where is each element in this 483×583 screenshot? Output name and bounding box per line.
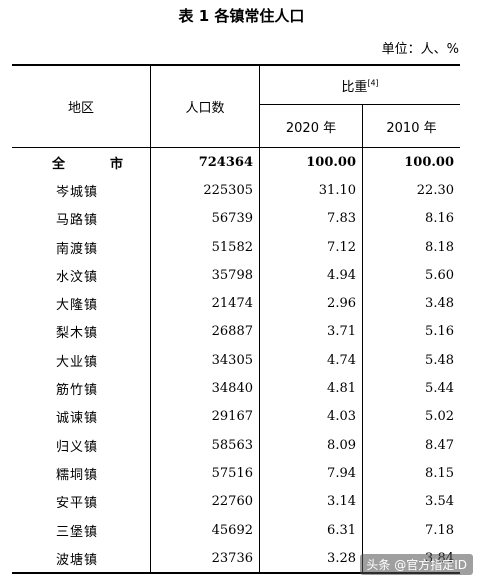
- ratio-2020-cell: 7.94: [259, 459, 363, 488]
- region-cell: 南渡镇: [12, 232, 151, 262]
- population-cell: 225305: [150, 176, 260, 205]
- ratio-2010-cell: 8.18: [425, 239, 454, 255]
- ratio-2010-cell: 5.60: [425, 267, 454, 283]
- table-row: 梨木镇 26887 3.71 5.16: [12, 317, 460, 347]
- region-header: 地区: [12, 65, 151, 148]
- region-cell: 大业镇: [12, 346, 151, 375]
- region-cell: 诚谏镇: [12, 402, 151, 431]
- ratio-header: 比重[4]: [259, 65, 460, 105]
- ratio-footnote: [4]: [367, 78, 379, 88]
- region-cell: 归义镇: [12, 430, 151, 460]
- table-row: 安平镇 22760 3.14 3.54: [12, 487, 460, 516]
- ratio-2020-cell: 3.28: [259, 544, 363, 574]
- ratio-2010-cell: 8.47: [425, 437, 454, 453]
- population-cell: 57516: [150, 459, 260, 488]
- ratio-2020-cell: 3.14: [259, 487, 363, 516]
- region-cell: 筋竹镇: [12, 374, 151, 403]
- region-cell: 全 市: [12, 147, 151, 177]
- unit-label: 单位：人、%: [381, 42, 459, 57]
- ratio-2020-cell: 31.10: [259, 176, 363, 205]
- table-row: 糯垌镇 57516 7.94 8.15: [12, 459, 460, 488]
- ratio-2020-cell: 4.81: [259, 374, 363, 403]
- population-cell: 34840: [150, 374, 260, 403]
- ratio-2010-cell: 8.15: [425, 465, 454, 481]
- population-cell: 56739: [150, 204, 260, 233]
- ratio-2010-cell: 8.16: [425, 211, 454, 227]
- ratio-2010-cell: 3.54: [425, 494, 454, 510]
- ratio-2020-cell: 6.31: [259, 515, 363, 545]
- ratio-2010-cell: 22.30: [416, 182, 454, 198]
- region-cell: 大隆镇: [12, 289, 151, 318]
- region-cell: 波塘镇: [12, 544, 151, 574]
- ratio-2020-cell: 4.03: [259, 402, 363, 431]
- ratio-2020-cell: 7.12: [259, 232, 363, 262]
- population-cell: 21474: [150, 289, 260, 318]
- table-row: 大业镇 34305 4.74 5.48: [12, 346, 460, 375]
- region-cell: 三堡镇: [12, 515, 151, 545]
- ratio-2010-cell: 100.00: [362, 147, 460, 177]
- ratio-2020-cell: 7.83: [259, 204, 363, 233]
- population-cell: 51582: [150, 232, 260, 262]
- year-2020-header: 2020 年: [259, 104, 363, 148]
- region-cell: 岑城镇: [12, 176, 151, 205]
- table-row: 诚谏镇 29167 4.03 5.02: [12, 402, 460, 431]
- population-cell: 34305: [150, 346, 260, 375]
- ratio-header-label: 比重: [341, 79, 368, 95]
- region-cell: 糯垌镇: [12, 459, 151, 488]
- table-row: 三堡镇 45692 6.31 7.18: [12, 515, 460, 545]
- ratio-2010-cell: 5.48: [425, 352, 454, 368]
- region-cell: 梨木镇: [12, 317, 151, 347]
- table-body: 全 市 724364 100.00 100.00 岑城镇 225305 31.10 22.30…: [12, 147, 460, 574]
- population-cell: 58563: [150, 430, 260, 460]
- year-2010-header: 2010 年: [362, 104, 460, 148]
- table-row: 马路镇 56739 7.83 8.16: [12, 204, 460, 233]
- ratio-2020-cell: 8.09: [259, 430, 363, 460]
- table-row: 归义镇 58563 8.09 8.47: [12, 430, 460, 460]
- table-row: 筋竹镇 34840 4.81 5.44: [12, 374, 460, 403]
- ratio-2020-cell: 3.71: [259, 317, 363, 347]
- ratio-2010-cell: 7.18: [425, 522, 454, 538]
- population-cell: 22760: [150, 487, 260, 516]
- population-cell: 35798: [150, 261, 260, 290]
- table-row: 大隆镇 21474 2.96 3.48: [12, 289, 460, 318]
- table-row: 水汶镇 35798 4.94 5.60: [12, 261, 460, 290]
- population-table: 地区 人口数 比重[4] 2020 年 2010 年 全 市 724364 100.…: [12, 64, 460, 575]
- region-cell: 安平镇: [12, 487, 151, 516]
- table-title: 表 1 各镇常住人口: [178, 7, 305, 25]
- ratio-2010-cell: 5.16: [425, 324, 454, 340]
- table-row: 岑城镇 225305 31.10 22.30: [12, 176, 460, 205]
- ratio-2010-cell: 5.02: [425, 409, 454, 425]
- ratio-2020-cell: 4.74: [259, 346, 363, 375]
- watermark: 头条 @官方指定ID: [360, 554, 473, 575]
- ratio-2010-cell: 5.44: [425, 381, 454, 397]
- ratio-2020-cell: 100.00: [259, 147, 363, 177]
- population-cell: 45692: [150, 515, 260, 545]
- ratio-2010-cell: 3.48: [425, 296, 454, 312]
- population-cell: 29167: [150, 402, 260, 431]
- total-row: 全 市 724364 100.00 100.00: [12, 147, 460, 177]
- region-cell: 马路镇: [12, 204, 151, 233]
- population-header: 人口数: [150, 65, 260, 148]
- table-row: 南渡镇 51582 7.12 8.18: [12, 232, 460, 262]
- region-cell: 水汶镇: [12, 261, 151, 290]
- ratio-2020-cell: 2.96: [259, 289, 363, 318]
- ratio-2020-cell: 4.94: [259, 261, 363, 290]
- population-cell: 724364: [150, 147, 260, 177]
- population-cell: 26887: [150, 317, 260, 347]
- population-cell: 23736: [150, 544, 260, 574]
